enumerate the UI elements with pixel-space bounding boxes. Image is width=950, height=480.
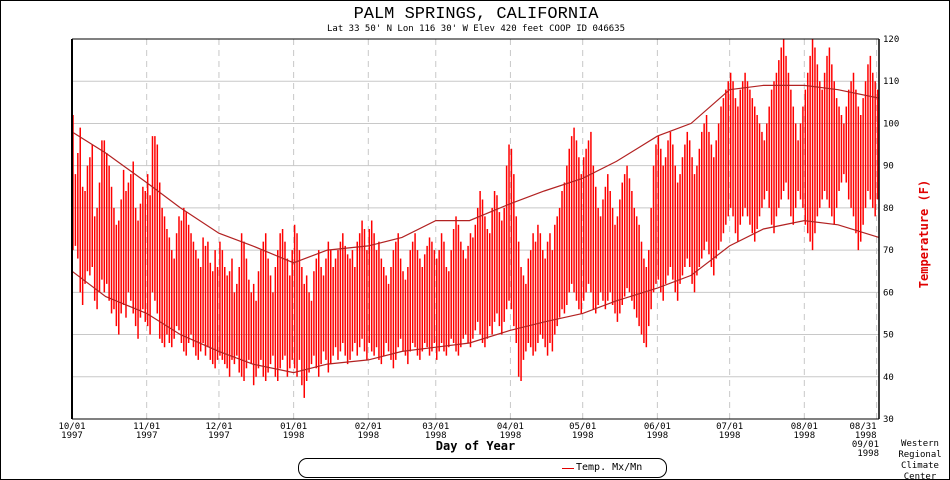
credit-line: Center — [903, 472, 937, 480]
x-tick-label: 1998 — [719, 431, 741, 441]
normal-min-line — [71, 219, 880, 374]
x-tick-label: 10/01 — [58, 422, 85, 432]
legend-label: Temp. Mx/Mn — [576, 462, 643, 473]
y-tick-label: 120 — [883, 35, 899, 45]
y-tick-label: 70 — [883, 246, 894, 256]
x-tick-label: 1998 — [500, 431, 522, 441]
x-tick-label: 1998 — [572, 431, 594, 441]
y-tick-label: 30 — [883, 415, 894, 425]
x-tick-label: 1998 — [357, 431, 379, 441]
x-tick-label: 1998 — [855, 431, 877, 441]
x-tick-label: 03/01 — [422, 422, 449, 432]
x-tick-label: 08/01 — [791, 422, 818, 432]
credit-line: Regional — [898, 450, 942, 460]
legend-swatch — [562, 468, 574, 469]
x-axis-title: Day of Year — [435, 439, 516, 453]
x-tick-label: 12/01 — [205, 422, 232, 432]
chart-title: PALM SPRINGS, CALIFORNIA — [353, 5, 599, 24]
x-tick-label: 1998 — [425, 431, 447, 441]
x-tick-label: 08/31 — [849, 422, 876, 432]
x-tick-label: 1997 — [136, 431, 158, 441]
normal-max-line — [71, 84, 880, 264]
y-tick-label: 60 — [883, 288, 894, 298]
x-tick-label: 09/01 — [852, 440, 879, 450]
x-tick-label: 1997 — [208, 431, 230, 441]
x-tick-label: 01/01 — [280, 422, 307, 432]
y-tick-label: 50 — [883, 331, 894, 341]
x-tick-label: 11/01 — [133, 422, 160, 432]
x-tick-label: 1997 — [61, 431, 83, 441]
legend: Temp. Mx/Mn — [298, 458, 667, 478]
y-axis-title: Temperature (F) — [917, 179, 931, 289]
credit-line: Climate — [901, 461, 939, 471]
x-tick-label: 06/01 — [644, 422, 671, 432]
x-tick-label: 1998 — [647, 431, 669, 441]
x-tick-label: 1998 — [283, 431, 305, 441]
x-tick-label: 1998 — [857, 449, 879, 459]
y-tick-label: 40 — [883, 373, 894, 383]
credit-text: Western Regional Climate Center — [893, 439, 947, 480]
y-tick-label: 100 — [883, 119, 899, 129]
y-tick-label: 110 — [883, 77, 899, 87]
y-tick-label: 80 — [883, 204, 894, 214]
x-tick-label: 05/01 — [569, 422, 596, 432]
y-tick-label: 90 — [883, 162, 894, 172]
credit-line: Western — [901, 439, 939, 449]
chart-subtitle: Lat 33 50' N Lon 116 30' W Elev 420 feet… — [326, 24, 625, 34]
x-tick-label: 1998 — [793, 431, 815, 441]
x-tick-label: 02/01 — [355, 422, 382, 432]
x-tick-label: 04/01 — [497, 422, 524, 432]
x-tick-label: 07/01 — [716, 422, 743, 432]
